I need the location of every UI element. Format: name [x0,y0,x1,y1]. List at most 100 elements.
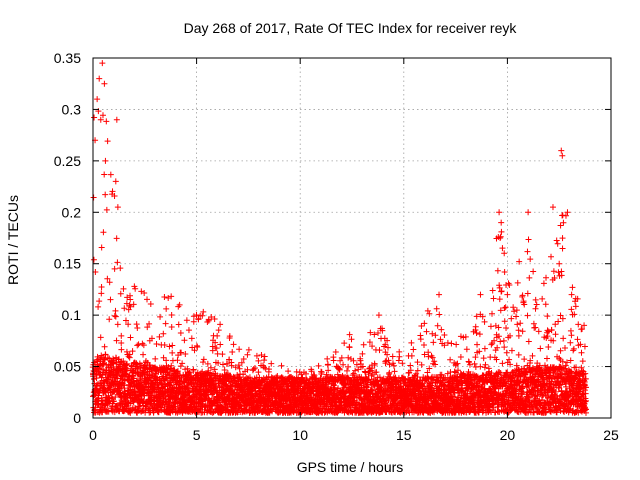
data-point [188,335,195,342]
data-point [221,366,228,373]
data-point [157,313,164,320]
data-point [102,191,109,198]
data-point [184,365,191,372]
data-point [410,346,417,353]
data-point [111,312,118,319]
data-point [100,366,107,373]
data-point [285,368,292,375]
data-point [114,321,121,328]
data-point [240,371,247,378]
data-point [341,340,348,347]
data-point [101,171,108,178]
data-point [236,346,243,353]
data-point [208,313,215,320]
data-point [121,305,128,312]
data-point [481,318,488,325]
data-point [101,356,108,363]
data-point [490,295,497,302]
data-point [176,301,183,308]
data-point [200,359,207,366]
data-point [386,369,393,376]
data-point [123,361,130,368]
data-point [489,310,496,317]
data-point [160,354,167,361]
data-point [261,357,268,364]
data-point [268,360,275,367]
data-point [102,351,109,358]
data-point [261,353,268,360]
data-point [447,356,454,363]
data-point [134,325,141,332]
data-point [133,321,140,328]
data-point [123,360,130,367]
data-point [418,361,425,368]
data-point [177,363,184,370]
data-point [166,343,173,350]
data-point [230,341,237,348]
data-point [182,350,189,357]
data-point [104,275,111,282]
data-point [213,345,220,352]
data-point [338,354,345,361]
data-point [169,342,176,349]
data-point [501,269,508,276]
data-point [132,285,139,292]
data-point [232,364,239,371]
data-point [235,362,242,369]
data-point [496,296,503,303]
data-point [100,229,107,236]
data-point [395,357,402,364]
data-point [214,332,221,339]
data-point [168,362,175,369]
data-point [101,343,108,350]
data-point [219,408,226,415]
data-point [441,332,448,339]
data-point [207,364,214,371]
data-point [163,305,170,312]
data-point [299,374,306,381]
data-point [204,360,211,367]
data-point [396,353,403,360]
data-point [126,351,133,358]
data-point [471,360,478,367]
data-point [211,315,218,322]
data-point [246,374,253,381]
data-point [408,352,415,359]
data-point [501,318,508,325]
data-point [481,345,488,352]
data-point [111,388,118,395]
data-point [325,367,332,374]
data-point [489,287,496,294]
data-point [200,356,207,363]
data-point [330,357,337,364]
data-point [193,311,200,318]
data-point [251,365,258,372]
data-point [199,312,206,319]
data-point [168,293,175,300]
data-point [122,317,129,324]
data-point [312,375,319,382]
data-point [215,327,222,334]
data-point [104,138,111,145]
data-point [217,341,224,348]
data-point [228,362,235,369]
data-point [240,355,247,362]
data-point [90,194,97,201]
data-point [250,366,257,373]
data-point [457,353,464,360]
data-point [153,340,160,347]
data-point [190,318,197,325]
data-point [212,339,219,346]
data-point [135,365,142,372]
data-point [253,352,260,359]
data-point [117,290,124,297]
data-point [90,256,97,263]
data-point [219,361,226,368]
data-point [156,333,163,340]
data-point [308,368,315,375]
data-point [414,359,421,366]
data-point [421,320,428,327]
data-point [103,118,110,125]
data-point [423,328,430,335]
